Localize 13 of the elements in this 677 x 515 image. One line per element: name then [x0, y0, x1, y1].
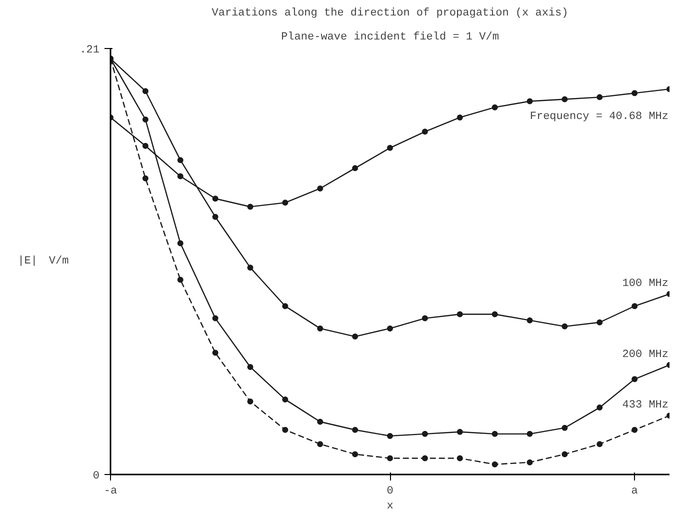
series-label: 433 MHz	[622, 400, 669, 412]
x-tick-label: -a	[104, 486, 118, 498]
series-label: Frequency = 40.68 MHz	[530, 111, 668, 124]
x-tick-label: 0	[386, 486, 394, 498]
x-axis-title: x	[386, 500, 394, 512]
y-axis-title: |E|	[18, 256, 38, 268]
chart-title: Variations along the direction of propagation (x axis)	[212, 8, 568, 20]
chart-subtitle: Plane-wave incident field = 1 V/m	[281, 32, 500, 44]
y-tick-label: .21	[80, 44, 100, 56]
text: V/m	[48, 256, 70, 268]
series-label: 200 MHz	[622, 348, 669, 361]
x-tick-label: a	[631, 486, 638, 498]
series-label: 100 MHz	[622, 278, 669, 290]
